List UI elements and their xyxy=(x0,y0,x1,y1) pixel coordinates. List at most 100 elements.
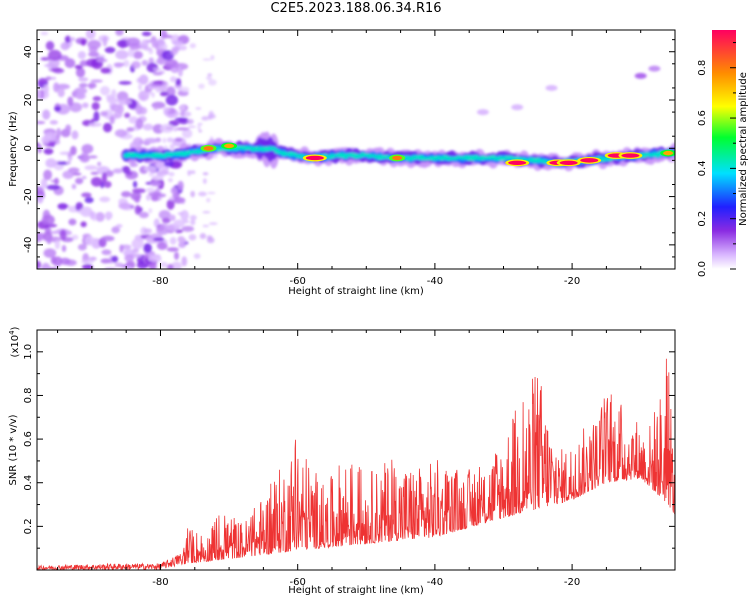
noise-blob xyxy=(81,144,94,154)
noise-blob xyxy=(117,104,124,115)
noise-blob xyxy=(91,102,100,111)
noise-blob xyxy=(207,192,216,195)
noise-blob xyxy=(166,247,179,252)
noise-blob xyxy=(124,112,131,118)
noise-blob xyxy=(100,258,112,264)
noise-blob xyxy=(156,225,170,235)
noise-blob xyxy=(149,181,162,187)
colorbar-tick-label: 0.2 xyxy=(697,211,708,227)
colorbar-gradient xyxy=(712,30,736,269)
noise-blob xyxy=(41,214,55,226)
noise-blob xyxy=(115,50,129,60)
noise-blob xyxy=(145,234,159,244)
noise-blob xyxy=(202,224,209,228)
noise-blob xyxy=(41,262,51,269)
noise-blob xyxy=(175,142,181,147)
noise-blob xyxy=(75,177,84,185)
noise-blob xyxy=(45,76,52,81)
snr-yscale-close: ) xyxy=(10,326,21,330)
noise-blob xyxy=(182,238,187,244)
noise-blob xyxy=(100,67,112,74)
noise-blob xyxy=(145,91,153,95)
noise-blob xyxy=(173,127,177,132)
noise-blob xyxy=(208,222,218,225)
spectrogram-xlabel: Height of straight line (km) xyxy=(288,286,424,297)
noise-blob xyxy=(206,237,215,244)
spectrogram-ytick-label: -40 xyxy=(23,237,34,253)
noise-blob xyxy=(202,211,211,214)
noise-blob xyxy=(69,37,76,42)
noise-blob xyxy=(148,208,153,214)
noise-blob xyxy=(64,35,71,43)
noise-blob xyxy=(88,122,102,127)
snr-panel: -80 -60 -40 -20 0.2 0.4 0.6 0.8 1.0 Height of st… xyxy=(8,326,676,596)
noise-blob xyxy=(68,167,80,173)
noise-blob xyxy=(179,104,186,111)
snr-line xyxy=(37,358,675,570)
noise-blob xyxy=(81,264,94,269)
noise-blob xyxy=(156,38,165,45)
noise-blob xyxy=(169,76,177,83)
noise-blob xyxy=(93,111,100,122)
noise-blob xyxy=(69,102,83,113)
noise-blob xyxy=(126,37,141,47)
noise-blob xyxy=(119,244,124,253)
noise-blob xyxy=(178,118,190,125)
noise-blob xyxy=(102,122,113,133)
noise-blob xyxy=(175,229,183,234)
noise-blob xyxy=(46,235,52,245)
noise-blob xyxy=(56,83,70,90)
noise-blob xyxy=(166,137,174,143)
noise-blob xyxy=(113,62,124,68)
noise-blob xyxy=(89,211,95,220)
noise-blob xyxy=(148,83,161,87)
noise-blob xyxy=(89,256,97,261)
noise-blob xyxy=(190,190,195,198)
noise-blob xyxy=(133,51,144,60)
snr-ytick-label: 0.6 xyxy=(23,431,34,447)
noise-blob xyxy=(37,89,42,99)
noise-blob xyxy=(199,233,207,240)
noise-blob xyxy=(102,35,108,47)
noise-blob xyxy=(37,260,42,269)
spectrogram-xtick-label: -80 xyxy=(152,276,168,287)
noise-blob xyxy=(114,129,128,138)
noise-blob xyxy=(153,67,161,72)
noise-blob xyxy=(181,256,188,267)
noise-blob xyxy=(59,229,67,241)
spectrogram-field xyxy=(37,30,675,269)
noise-blob xyxy=(197,124,201,131)
colorbar: 0.0 0.2 0.4 0.6 0.8 Normalized spectral ampl… xyxy=(697,30,749,277)
noise-blob xyxy=(76,209,90,214)
noise-blob xyxy=(59,151,72,156)
spectrogram-xtick-label: -40 xyxy=(427,276,443,287)
noise-blob xyxy=(78,77,89,82)
noise-blob xyxy=(166,86,176,98)
noise-blob xyxy=(45,158,57,168)
noise-blob xyxy=(80,221,87,228)
noise-blob xyxy=(141,31,152,37)
noise-blob xyxy=(115,30,124,36)
spectrogram-ytick-label: 20 xyxy=(23,94,34,107)
noise-blob xyxy=(64,58,76,69)
noise-blob xyxy=(124,254,135,262)
noise-blob xyxy=(71,183,77,190)
noise-blob xyxy=(71,234,79,240)
noise-blob xyxy=(138,74,149,85)
noise-blob xyxy=(142,123,154,131)
noise-blob xyxy=(111,89,117,99)
snr-xtick-label: -80 xyxy=(152,577,168,588)
spectrogram-ytick-label: 0 xyxy=(23,145,34,151)
noise-blob xyxy=(173,42,183,47)
noise-blob xyxy=(42,109,51,120)
noise-blob xyxy=(84,197,94,204)
colorbar-tick-label: 0.0 xyxy=(697,261,708,277)
noise-blob xyxy=(90,79,103,83)
noise-blob xyxy=(54,239,61,250)
noise-blob xyxy=(148,172,154,177)
noise-blob xyxy=(183,219,190,224)
noise-blob xyxy=(171,261,182,269)
noise-blob xyxy=(169,143,175,150)
noise-blob xyxy=(115,224,123,228)
noise-blob xyxy=(150,36,157,45)
